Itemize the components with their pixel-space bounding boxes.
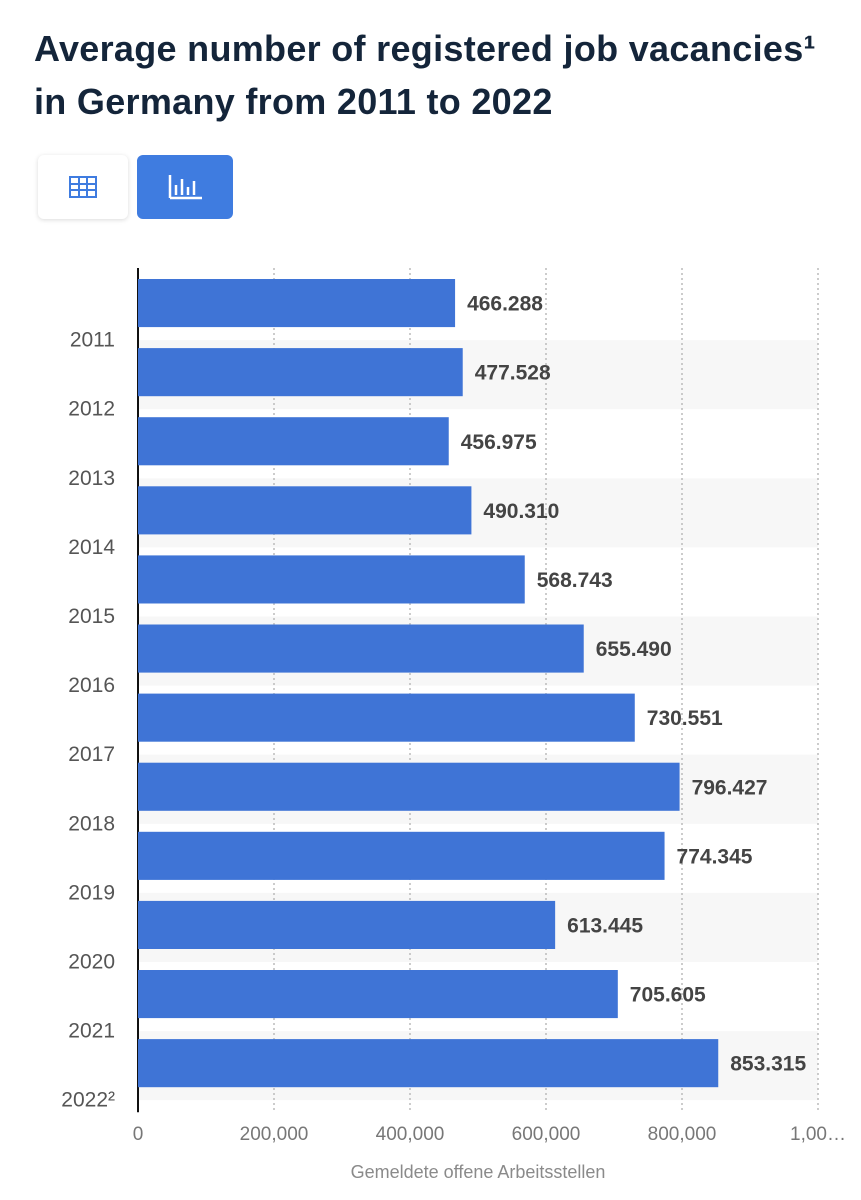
bar: [138, 348, 463, 397]
bar: [138, 900, 556, 949]
y-tick-label: 2014: [68, 536, 115, 559]
value-label: 477.528: [475, 362, 551, 385]
y-tick-label: 2017: [68, 743, 115, 766]
bar: [138, 1039, 719, 1088]
value-label: 730.551: [647, 707, 723, 730]
x-tick-label: 1,00…: [790, 1124, 846, 1145]
bar: [138, 279, 456, 328]
bar: [138, 831, 665, 880]
y-tick-label: 2019: [68, 881, 115, 904]
value-label: 774.345: [677, 845, 753, 868]
y-tick-label: 2020: [68, 951, 115, 974]
chart-title: Average number of registered job vacanci…: [34, 28, 816, 122]
x-tick-label: 400,000: [376, 1124, 445, 1145]
bar: [138, 486, 472, 535]
y-tick-label: 2018: [68, 812, 115, 835]
x-tick-label: 800,000: [648, 1124, 717, 1145]
bar: [138, 417, 449, 466]
value-label: 853.315: [730, 1053, 806, 1076]
y-tick-label: 2011: [70, 329, 115, 352]
bar: [138, 693, 635, 742]
value-label: 655.490: [596, 638, 672, 661]
x-tick-label: 200,000: [240, 1124, 309, 1145]
y-tick-label: 2021: [68, 1020, 115, 1043]
x-tick-label: 600,000: [512, 1124, 581, 1145]
chart-icon: [168, 175, 202, 200]
table-icon: [69, 176, 97, 198]
bar: [138, 762, 680, 811]
bar: [138, 624, 584, 673]
value-label: 613.445: [567, 914, 643, 937]
value-label: 456.975: [461, 431, 537, 454]
chart-button[interactable]: [137, 155, 233, 219]
y-tick-label: 2022²: [61, 1089, 115, 1112]
value-label: 490.310: [483, 500, 559, 523]
x-axis-title: Gemeldete offene Arbeitsstellen: [351, 1162, 606, 1182]
y-tick-label: 2012: [68, 398, 115, 421]
value-label: 796.427: [692, 776, 768, 799]
x-tick-label: 0: [133, 1124, 144, 1145]
y-tick-label: 2013: [68, 467, 115, 490]
y-tick-label: 2015: [68, 605, 115, 628]
value-label: 466.288: [467, 293, 543, 316]
bar: [138, 970, 618, 1019]
table-button[interactable]: [38, 155, 128, 219]
bar: [138, 555, 525, 604]
value-label: 705.605: [630, 984, 706, 1007]
value-label: 568.743: [537, 569, 613, 592]
y-tick-label: 2016: [68, 674, 115, 697]
